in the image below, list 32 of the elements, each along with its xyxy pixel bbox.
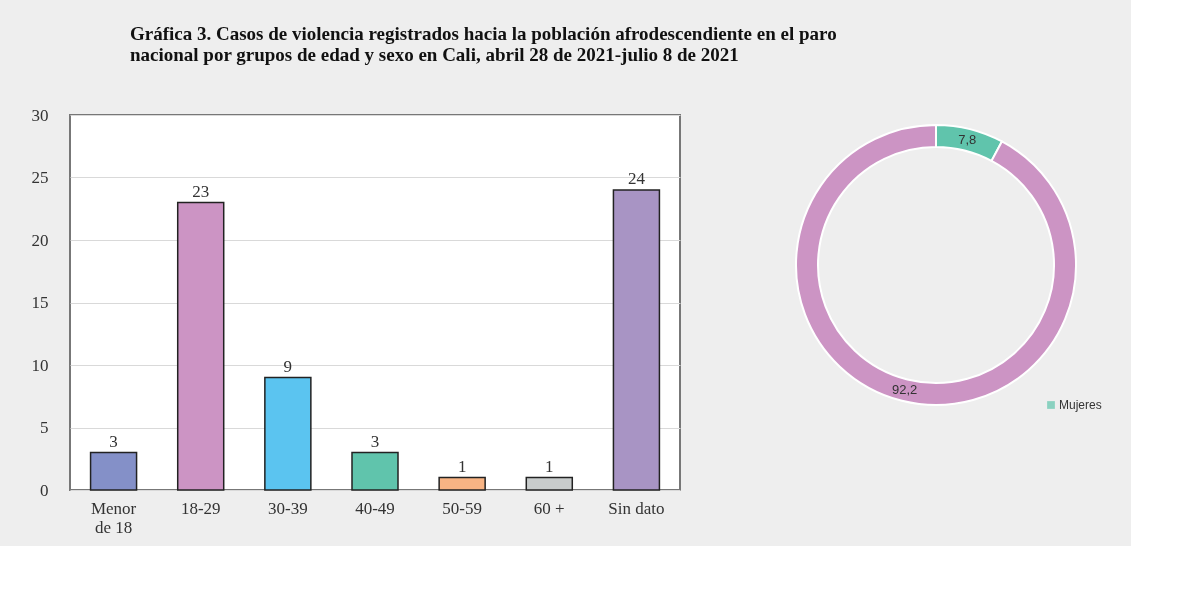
x-tick-label: 40-49: [355, 498, 395, 518]
x-tick-label: 60 +: [533, 498, 565, 518]
y-tick-label: 15: [31, 293, 49, 312]
bar: [89, 451, 138, 491]
bar: [612, 189, 661, 491]
x-tick-label: 18-29: [180, 498, 221, 518]
y-tick-label: 20: [31, 230, 49, 250]
data-label: 1: [457, 456, 467, 476]
data-label: 24: [627, 169, 646, 188]
x-tick-label: Menor de 18: [90, 498, 137, 537]
y-tick-label: 0: [40, 480, 49, 500]
bar: [438, 476, 486, 491]
y-tick-label: 10: [31, 355, 49, 375]
bar: [264, 376, 312, 491]
y-tick-label: 25: [31, 168, 49, 187]
y-tick-label: 30: [31, 105, 49, 125]
data-label: 1: [545, 456, 554, 476]
x-tick-label: Sin dato: [608, 498, 665, 518]
chart-title: Gráfica 3. Casos de violencia registrados hacia la población afrodescendiente en el paro nacional por grupos de edad y sexo en Cali, abril 28 de 2021-julio 8 de 2021: [130, 23, 837, 65]
bar: [176, 201, 225, 491]
legend-label: Mujeres: [1059, 398, 1102, 412]
bar: [525, 476, 574, 491]
data-label: 9: [283, 356, 293, 376]
data-label: 3: [109, 431, 118, 451]
x-tick-label: 50-59: [442, 498, 482, 518]
x-tick-label: 30-39: [268, 498, 308, 518]
data-label: 3: [370, 431, 380, 451]
data-label: 92,2: [892, 382, 918, 398]
data-label: 7,8: [958, 131, 977, 147]
bar: [351, 451, 399, 491]
data-label: 23: [192, 181, 210, 201]
y-tick-label: 5: [40, 418, 49, 437]
